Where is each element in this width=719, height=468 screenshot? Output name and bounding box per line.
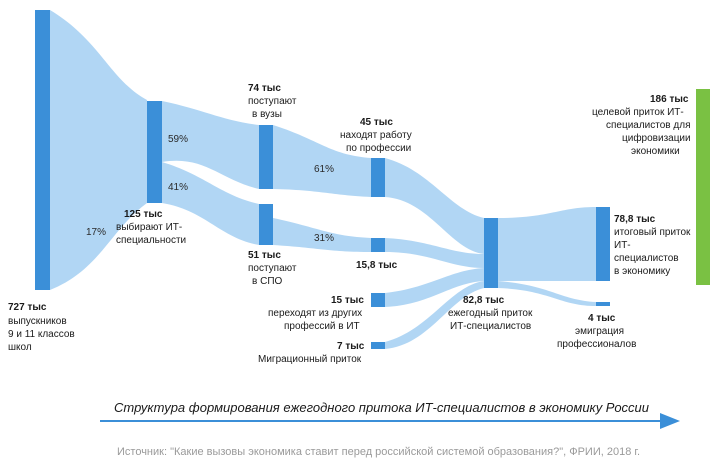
node-target [696,89,710,285]
nodes-layer [35,10,710,349]
find-work-value: 45 тыс [360,117,393,128]
diagram-caption: Структура формирования ежегодного приток… [114,400,649,415]
emigration-line-1: эмиграция [575,326,624,337]
universities-line-2: в вузы [252,109,282,120]
target-line-2: специалистов для [606,120,690,131]
annual-value: 82,8 тыс [463,295,505,306]
flow-it-to-universities [162,101,259,189]
find-work-line-2: по профессии [346,142,411,154]
direction-arrow [100,413,680,429]
node-find-work [371,158,385,197]
percent-labels: 17% 59% 41% 61% 31% [86,134,334,244]
flow-graduates-to-it [50,10,147,290]
flow-annual-to-emigration [498,281,596,306]
graduates-line-1: выпускников [8,316,67,327]
arrow-head-icon [660,413,680,429]
other-prof-line-2: профессий в ИТ [284,320,360,332]
annual-line-1: ежегодный приток [448,308,533,319]
graduates-line-2: 9 и 11 классов [8,329,75,340]
flow-it-to-spo [162,162,259,245]
universities-value: 74 тыс [248,83,281,94]
pct-spo-to-work: 31% [314,233,334,244]
target-line-3: цифровизации [622,132,691,144]
migration-line-1: Миграционный приток [258,354,362,365]
target-line-1: целевой приток ИТ- [592,107,684,118]
node-migration [371,342,385,349]
node-labels: 727 тыс выпускников 9 и 11 классов школ … [8,83,691,365]
node-total [596,207,610,281]
total-line-1: итоговый приток [614,227,691,238]
pct-universities-to-work: 61% [314,164,334,175]
annual-line-2: ИТ-специалистов [450,321,531,332]
node-emigration [596,302,610,306]
node-universities [259,125,273,189]
flow-spo-work-to-annual [385,238,484,268]
emigration-value: 4 тыс [588,313,616,324]
total-line-4: в экономику [614,266,670,277]
source-note: Источник: "Какие вызовы экономика ставит… [117,446,640,458]
spo-work-value: 15,8 тыс [356,260,398,271]
node-graduates [35,10,50,290]
flow-migration-to-annual [385,281,484,349]
spo-line-1: поступают [248,263,297,274]
it-choice-line-2: специальности [116,235,186,246]
total-line-2: ИТ- [614,240,631,251]
migration-value: 7 тыс [337,341,365,352]
node-spo [259,204,273,245]
it-choice-value: 125 тыс [124,209,163,220]
flow-spo-to-work [273,218,371,252]
universities-line-1: поступают [248,96,297,107]
target-line-4: экономики [631,146,680,157]
pct-graduates-to-it: 17% [86,227,106,238]
other-prof-value: 15 тыс [331,295,364,306]
flow-universities-to-work [273,125,371,197]
pct-it-to-spo: 41% [168,182,188,193]
spo-line-2: в СПО [252,276,283,287]
find-work-line-1: находят работу [340,129,412,141]
target-value: 186 тыс [650,94,689,105]
it-choice-line-1: выбирают ИТ- [116,221,182,233]
graduates-line-3: школ [8,342,32,353]
node-annual [484,218,498,288]
flow-annual-to-total [498,207,596,281]
node-spo-work [371,238,385,252]
spo-value: 51 тыс [248,250,281,261]
graduates-value: 727 тыс [8,302,47,313]
other-prof-line-1: переходят из других [268,308,362,319]
flows-layer [50,10,596,349]
flow-other-prof-to-annual [385,268,484,307]
flow-work-to-annual [385,158,484,254]
pct-it-to-universities: 59% [168,134,188,145]
total-line-3: специалистов [614,253,679,264]
total-value: 78,8 тыс [614,214,656,225]
node-other-prof [371,293,385,307]
emigration-line-2: профессионалов [557,338,636,350]
node-it-choice [147,101,162,203]
